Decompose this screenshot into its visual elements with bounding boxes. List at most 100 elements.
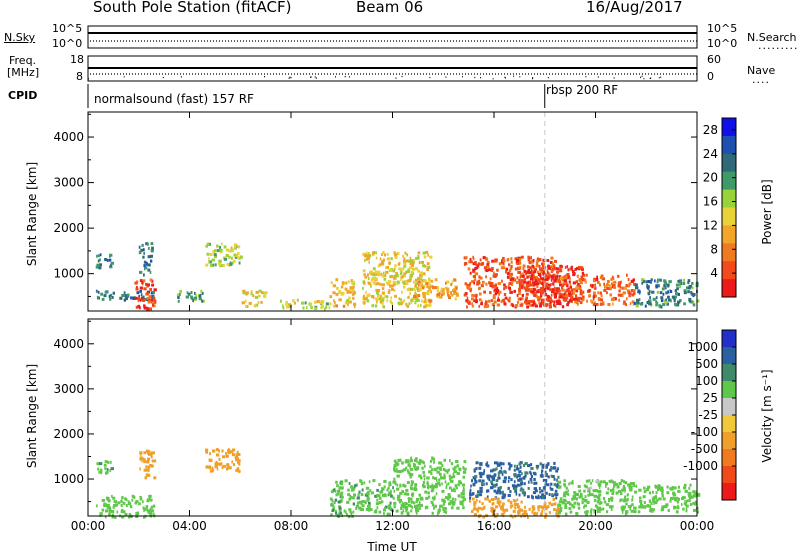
velocity-colorbar-label-5: -100 xyxy=(691,425,718,439)
velocity-colorbar-seg-8 xyxy=(722,466,736,484)
cpid-segment-2: rbsp 200 RF xyxy=(546,83,619,97)
velocity-blob-0 xyxy=(96,460,114,475)
velocity-xtick-label-2: 08:00 xyxy=(274,519,309,533)
power-blob-11 xyxy=(463,255,560,309)
power-blob-10 xyxy=(413,278,460,304)
velocity-xtick-label-6: 00:00 xyxy=(680,519,715,533)
velocity-colorbar-label-2: 100 xyxy=(695,374,718,388)
velocity-colorbar-seg-7 xyxy=(722,449,736,467)
velocity-colorbar-seg-1 xyxy=(722,347,736,365)
velocity-ytick-label-1000: 1000 xyxy=(53,472,84,486)
freq-tick-low: 8 xyxy=(76,70,83,83)
power-plot-bg xyxy=(88,112,697,311)
power-blob-6 xyxy=(241,289,268,309)
freq-label: Freq. xyxy=(9,54,37,67)
power-ylabel: Slant Range [km] xyxy=(25,161,39,267)
velocity-colorbar-seg-3 xyxy=(722,381,736,399)
velocity-ytick-label-4000: 4000 xyxy=(53,337,84,351)
noise-tick-high-right: 10^5 xyxy=(707,22,738,35)
power-blob-8 xyxy=(329,278,357,309)
power-colorbar-label-4: 20 xyxy=(703,171,718,185)
power-colorbar-label-5: 24 xyxy=(703,147,718,161)
velocity-blob-2 xyxy=(139,449,157,480)
power-blob-5 xyxy=(205,242,243,268)
power-blob-3 xyxy=(138,242,154,277)
velocity-colorbar: 1000 500 100 25 -25 -100 -500 -1000 xyxy=(683,329,737,501)
velocity-colorbar-label-6: -500 xyxy=(691,442,718,456)
nave-label: Nave xyxy=(747,64,776,77)
power-colorbar-label-2: 12 xyxy=(703,218,718,232)
power-colorbar-seg-1 xyxy=(722,135,736,155)
nave-legend-dots: ···· xyxy=(752,76,770,89)
chart-title: South Pole Station (fitACF) xyxy=(93,0,292,16)
power-colorbar-label: Power [dB] xyxy=(760,179,774,245)
power-colorbar-seg-0 xyxy=(722,118,736,137)
nave-tick-low: 0 xyxy=(707,70,714,83)
velocity-colorbar-seg-0 xyxy=(722,330,736,348)
velocity-colorbar-label-7: -1000 xyxy=(683,459,718,473)
power-ytick-label-3000: 3000 xyxy=(53,176,84,190)
velocity-colorbar-seg-5 xyxy=(722,415,736,433)
power-ytick-label-1000: 1000 xyxy=(53,267,84,281)
power-ytick-label-4000: 4000 xyxy=(53,130,84,144)
velocity-blob-9 xyxy=(634,483,701,514)
velocity-colorbar-label-1: 500 xyxy=(695,357,718,371)
power-blob-12 xyxy=(519,264,586,309)
power-colorbar-seg-7 xyxy=(722,243,736,262)
velocity-colorbar-seg-2 xyxy=(722,364,736,382)
velocity-blob-1 xyxy=(96,494,156,519)
power-colorbar-frame xyxy=(721,117,737,298)
power-colorbar-label-0: 4 xyxy=(710,266,718,280)
power-colorbar-seg-5 xyxy=(722,207,736,226)
power-colorbar-seg-2 xyxy=(722,153,736,173)
power-colorbar-seg-3 xyxy=(722,171,736,191)
noise-panel-frame xyxy=(87,25,698,49)
cpid-label: CPID xyxy=(8,89,38,102)
velocity-colorbar-label: Velocity [m s⁻¹] xyxy=(760,369,774,463)
freq-tick-high: 18 xyxy=(70,53,84,66)
power-blob-7 xyxy=(280,298,331,311)
power-colorbar: 4 8 12 16 20 24 28 xyxy=(703,117,737,298)
nave-dots xyxy=(88,73,697,80)
power-colorbar-seg-8 xyxy=(722,261,736,280)
noise-tick-high-left: 10^5 xyxy=(52,22,83,35)
power-colorbar-seg-9 xyxy=(722,279,736,298)
power-ytick-label-2000: 2000 xyxy=(53,221,84,235)
velocity-colorbar-seg-6 xyxy=(722,432,736,450)
date-label: 16/Aug/2017 xyxy=(586,0,683,16)
velocity-blob-8 xyxy=(557,479,637,516)
power-blob-9 xyxy=(362,250,434,309)
power-colorbar-label-1: 8 xyxy=(710,242,718,256)
velocity-xtick-label-3: 12:00 xyxy=(375,519,410,533)
power-blob-14 xyxy=(633,278,700,309)
velocity-colorbar-seg-9 xyxy=(722,483,736,501)
power-blob-1 xyxy=(95,289,155,302)
nave-tick-high: 60 xyxy=(707,53,721,66)
time-xlabel: Time UT xyxy=(367,540,417,554)
velocity-xtick-label-0: 00:00 xyxy=(71,519,106,533)
power-heatmap: 1000 2000 3000 4000 4 8 12 16 20 24 28 xyxy=(53,111,737,312)
velocity-xtick-label-1: 04:00 xyxy=(172,519,207,533)
beam-label: Beam 06 xyxy=(356,0,424,16)
velocity-blob-3 xyxy=(205,448,241,473)
power-colorbar-label-6: 28 xyxy=(703,123,718,137)
velocity-xtick-label-4: 16:00 xyxy=(477,519,512,533)
power-colorbar-label-3: 16 xyxy=(703,195,718,209)
velocity-colorbar-seg-4 xyxy=(722,398,736,416)
power-blob-0 xyxy=(95,253,114,270)
nsky-label: N.Sky xyxy=(4,31,36,44)
power-colorbar-seg-6 xyxy=(722,225,736,244)
velocity-ylabel: Slant Range [km] xyxy=(25,363,39,469)
velocity-ytick-label-3000: 3000 xyxy=(53,382,84,396)
noise-tick-low-left: 10^0 xyxy=(52,37,83,50)
power-colorbar-seg-4 xyxy=(722,189,736,208)
velocity-blob-5 xyxy=(392,456,467,516)
power-blob-4 xyxy=(176,289,205,303)
velocity-xtick-label-5: 20:00 xyxy=(578,519,613,533)
velocity-heatmap: 1000 2000 3000 4000 00:00 04:00 08:00 12:00 16:0… xyxy=(53,318,737,533)
velocity-colorbar-label-4: -25 xyxy=(698,408,718,422)
freq-unit-label: [MHz] xyxy=(7,66,40,79)
power-blob-2 xyxy=(134,278,157,311)
nsearch-legend-dots: ········· xyxy=(758,42,799,55)
power-blob-13 xyxy=(557,273,636,307)
